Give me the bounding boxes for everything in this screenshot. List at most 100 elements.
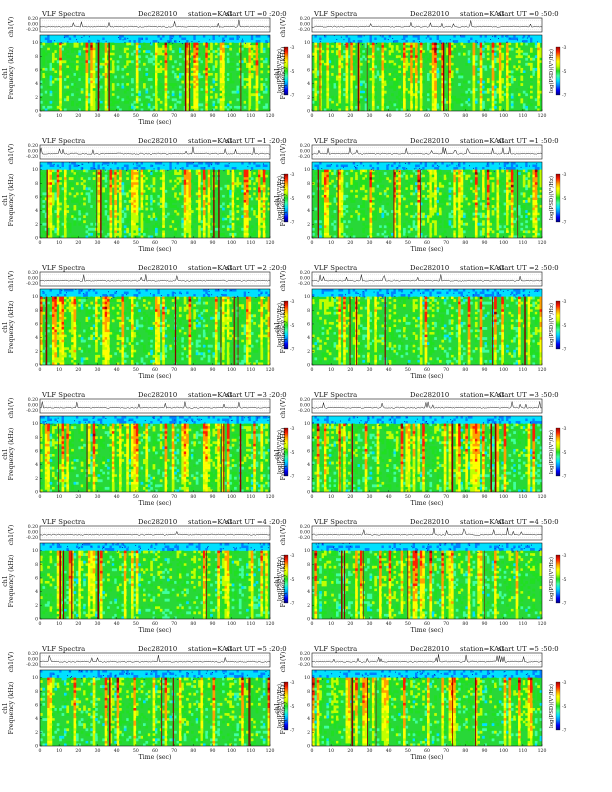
spectrogram-cell bbox=[243, 62, 247, 66]
spectrogram-cell bbox=[513, 35, 516, 38]
spectrogram-cell bbox=[328, 67, 332, 71]
spectrogram-cell bbox=[104, 50, 108, 54]
spectrogram-cell bbox=[350, 83, 354, 86]
spectrogram-cell bbox=[248, 37, 252, 41]
spectrogram-cell bbox=[87, 78, 91, 81]
spectrogram-cell bbox=[47, 40, 50, 43]
spectrogram-cell bbox=[431, 65, 435, 69]
spectrogram-cell bbox=[231, 100, 235, 104]
spectrogram-cell bbox=[54, 50, 58, 54]
spectrogram-cell bbox=[470, 52, 473, 56]
spectrogram-cell bbox=[364, 45, 368, 48]
spectrogram-cell bbox=[508, 57, 512, 61]
spectrogram-cell bbox=[54, 93, 58, 97]
spectrogram-cell bbox=[371, 85, 375, 89]
spectrogram-cell bbox=[90, 42, 94, 46]
spectrogram-cell bbox=[66, 55, 70, 59]
amplitude-trace bbox=[39, 19, 271, 28]
spectrogram-cell bbox=[71, 37, 74, 41]
spectrogram-cell bbox=[68, 70, 72, 74]
spectrogram-cell bbox=[190, 105, 194, 109]
spectrogram-cell bbox=[92, 83, 96, 86]
spectrogram-cell bbox=[164, 60, 168, 64]
spectrogram-cell bbox=[415, 65, 418, 69]
spectrogram-cell bbox=[183, 235, 187, 238]
spectrogram-cell bbox=[44, 212, 48, 216]
spectrogram-cell bbox=[479, 78, 483, 81]
spectrogram-cell bbox=[386, 40, 389, 43]
spectrogram-cell bbox=[181, 225, 185, 229]
spectrogram-cell bbox=[85, 47, 89, 51]
spectrogram-cell bbox=[51, 108, 55, 111]
spectrogram-cell bbox=[78, 210, 82, 213]
spectrogram-cell bbox=[462, 35, 466, 38]
spectrogram-cell bbox=[205, 75, 209, 79]
spectrogram-cell bbox=[49, 177, 53, 181]
spectrogram-cell bbox=[419, 67, 423, 71]
spectrogram-cell bbox=[222, 85, 225, 89]
spectrogram-cell bbox=[498, 90, 502, 94]
spectrogram-cell bbox=[410, 100, 413, 104]
spectrogram-cell bbox=[164, 167, 168, 170]
spectrogram-cell bbox=[198, 235, 201, 238]
spectrogram-cell bbox=[326, 60, 330, 64]
spectrogram-cell bbox=[415, 83, 418, 86]
spectrogram-cell bbox=[520, 42, 524, 46]
spectrogram-cell bbox=[460, 100, 464, 104]
spectrogram-cell bbox=[150, 162, 153, 165]
frequency-tick-label: 4 bbox=[307, 81, 310, 87]
spectrogram-cell bbox=[202, 227, 206, 231]
spectrogram-cell bbox=[371, 47, 375, 51]
spectrogram-cell bbox=[54, 227, 58, 231]
spectrogram-cell bbox=[42, 164, 46, 168]
spectrogram-cell bbox=[159, 222, 163, 226]
spectrogram-cell bbox=[207, 227, 211, 231]
spectrogram-cell bbox=[169, 40, 173, 43]
spectrogram-cell bbox=[44, 35, 48, 38]
spectrogram-cell bbox=[367, 98, 370, 102]
spectrogram-cell bbox=[152, 85, 156, 89]
spectrogram-cell bbox=[56, 167, 60, 170]
spectrogram-cell bbox=[128, 217, 132, 221]
spectrogram-cell bbox=[92, 90, 96, 94]
spectrogram-cell bbox=[262, 37, 266, 41]
spectrogram-cell bbox=[355, 98, 358, 102]
spectrogram-cell bbox=[178, 90, 182, 94]
spectrogram-cell bbox=[109, 45, 113, 48]
channel-label: ch1 bbox=[2, 67, 9, 78]
spectrogram-cell bbox=[250, 45, 254, 48]
spectrogram-cell bbox=[470, 42, 473, 46]
spectrogram-cell bbox=[152, 187, 156, 191]
spectrogram-cell bbox=[131, 235, 134, 238]
spectrogram-cell bbox=[75, 88, 79, 92]
spectrogram-cell bbox=[195, 88, 199, 92]
spectrogram-cell bbox=[186, 42, 189, 46]
spectrogram-cell bbox=[226, 60, 230, 64]
spectrogram-cell bbox=[56, 217, 60, 221]
spectrogram-cell bbox=[431, 42, 435, 46]
spectrogram-cell bbox=[90, 70, 94, 74]
spectrogram-cell bbox=[484, 67, 488, 71]
spectrogram-cell bbox=[405, 65, 409, 69]
spectrogram-cell bbox=[407, 35, 411, 38]
spectrogram-cell bbox=[207, 220, 211, 224]
spectrogram-cell bbox=[527, 100, 531, 104]
spectrogram-cell bbox=[207, 169, 211, 173]
spectrogram-cell bbox=[162, 37, 165, 41]
spectrogram-cell bbox=[212, 37, 216, 41]
spectrogram-cell bbox=[109, 192, 113, 196]
spectrogram-cell bbox=[424, 42, 428, 46]
spectrogram-cell bbox=[520, 37, 524, 41]
spectrogram-cell bbox=[126, 85, 129, 89]
spectrogram-cell bbox=[260, 90, 264, 94]
spectrogram-cell bbox=[152, 80, 156, 84]
spectrogram-cell bbox=[491, 90, 495, 94]
spectrogram-cell bbox=[140, 162, 144, 165]
spectrogram-cell bbox=[95, 37, 98, 41]
spectrogram-cell bbox=[119, 225, 122, 229]
spectrogram-cell bbox=[198, 103, 201, 107]
spectrogram-cell bbox=[508, 75, 512, 79]
spectrogram-cell bbox=[131, 207, 134, 211]
spectrogram-cell bbox=[200, 103, 204, 107]
spectrogram-cell bbox=[496, 60, 500, 64]
